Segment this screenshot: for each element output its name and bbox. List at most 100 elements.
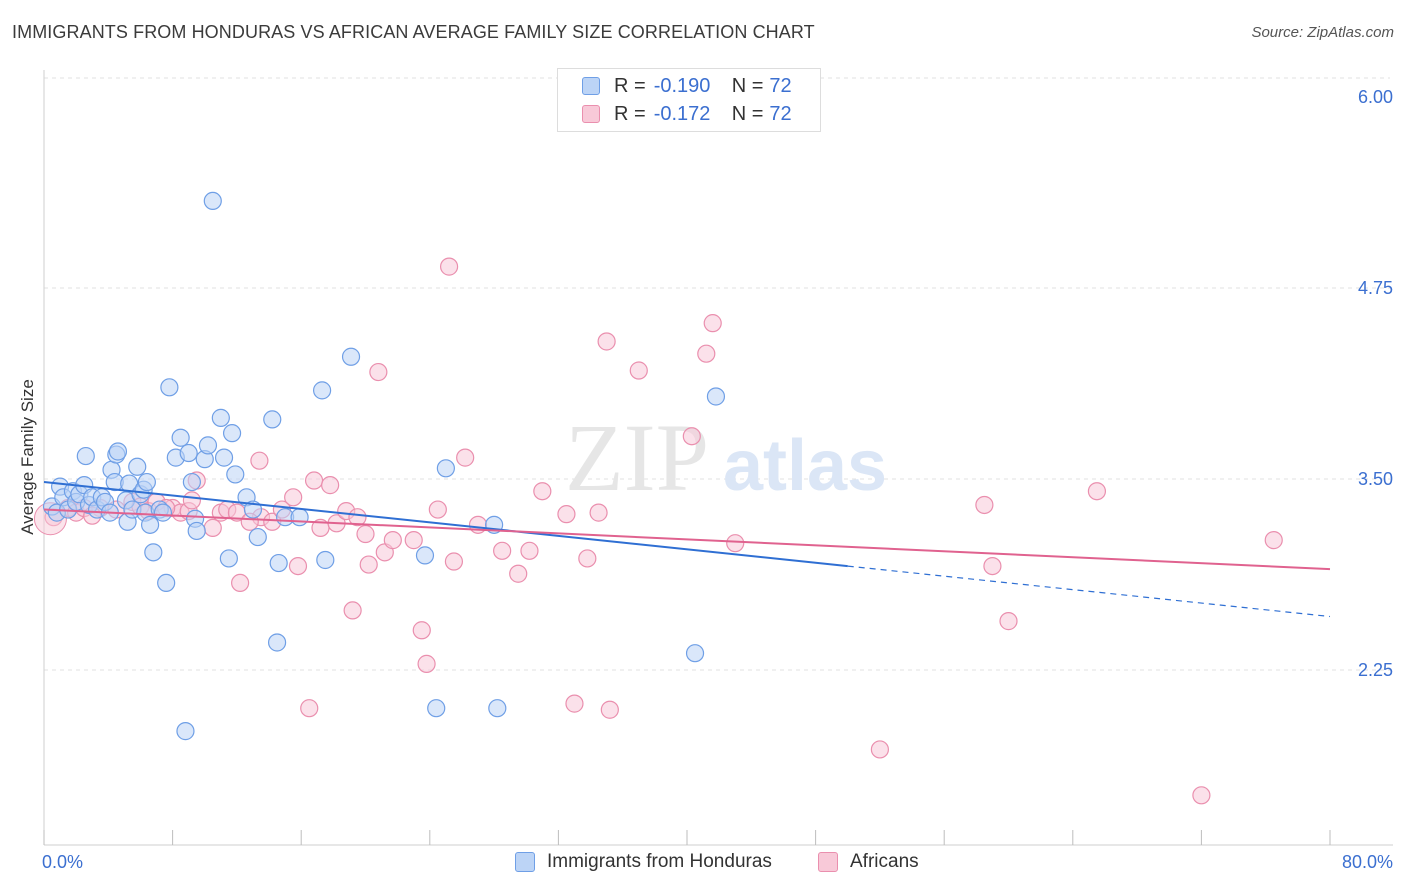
- africans-point: [343, 601, 362, 620]
- africans-point: [203, 518, 222, 537]
- africans-point: [870, 740, 890, 759]
- honduras-point: [203, 191, 222, 211]
- legend-row-africans: R = -0.172 N = 72: [582, 100, 792, 128]
- x-tick-max: 80.0%: [1341, 852, 1393, 872]
- africans-point: [412, 621, 431, 640]
- y-tick-label: 4.75: [1358, 278, 1393, 298]
- honduras-point: [312, 381, 332, 400]
- africans-point: [520, 541, 539, 560]
- africans-point: [509, 564, 528, 583]
- legend-label-honduras: Immigrants from Honduras: [547, 851, 772, 872]
- africans-point: [383, 531, 402, 550]
- africans-point: [1192, 786, 1211, 805]
- africans-point: [231, 573, 250, 593]
- honduras-point: [137, 472, 156, 492]
- honduras-point: [140, 515, 160, 534]
- africans-point: [369, 362, 388, 382]
- africans-point: [557, 505, 576, 524]
- africans-point: [703, 314, 722, 333]
- honduras-point: [171, 428, 190, 447]
- africans-point: [682, 427, 701, 446]
- honduras-trend-line: [43, 481, 848, 568]
- n-value: 72: [769, 74, 792, 97]
- honduras-point: [176, 722, 195, 741]
- africans-trend-line: [43, 508, 1331, 571]
- correlation-legend: R = -0.190 N = 72 R = -0.172 N = 72: [557, 68, 821, 132]
- africans-point: [250, 451, 269, 470]
- honduras-point: [153, 503, 173, 522]
- africans-point: [629, 361, 648, 380]
- honduras-point: [182, 472, 201, 492]
- y-tick-labels: 2.25 3.50 4.75 6.00: [1358, 87, 1393, 680]
- axes: [43, 70, 1393, 846]
- africans-point: [404, 531, 423, 550]
- honduras-point: [128, 457, 147, 476]
- africans-point: [697, 344, 716, 363]
- watermark-zip: ZIP: [565, 404, 709, 511]
- africans-points: [33, 257, 1283, 805]
- africans-point: [1264, 531, 1283, 550]
- trend-lines: [43, 481, 1331, 618]
- n-label: N =: [731, 102, 764, 125]
- honduras-point: [415, 546, 435, 565]
- honduras-point: [219, 549, 238, 568]
- honduras-point: [198, 436, 218, 455]
- africans-point: [1087, 482, 1107, 501]
- africans-point: [321, 476, 340, 495]
- africans-point: [300, 699, 319, 718]
- honduras-point: [488, 699, 507, 718]
- africans-point: [182, 491, 201, 510]
- honduras-point: [226, 465, 245, 484]
- africans-point: [356, 524, 375, 544]
- honduras-point: [685, 644, 705, 663]
- honduras-point: [248, 527, 267, 547]
- legend-swatch-blue: [515, 852, 535, 872]
- chart-title: IMMIGRANTS FROM HONDURAS VS AFRICAN AVER…: [12, 22, 815, 42]
- legend-swatch-pink: [818, 852, 838, 872]
- source-label: Source: ZipAtlas.com: [1251, 24, 1394, 41]
- honduras-point: [341, 347, 361, 366]
- africans-point: [417, 654, 436, 673]
- honduras-point: [214, 448, 234, 467]
- honduras-points: [42, 191, 726, 741]
- legend-swatch-blue: [582, 77, 600, 95]
- legend-item-honduras[interactable]: Immigrants from Honduras: [515, 851, 772, 873]
- africans-point: [493, 541, 512, 560]
- africans-point: [578, 549, 597, 568]
- africans-point: [983, 556, 1002, 576]
- watermark: ZIP atlas: [565, 404, 887, 511]
- legend-item-africans[interactable]: Africans: [818, 851, 919, 873]
- honduras-trend-extension: [847, 565, 1331, 618]
- africans-point: [999, 612, 1018, 631]
- r-label: R =: [614, 74, 646, 97]
- y-tick-label: 6.00: [1358, 87, 1393, 107]
- n-label: N =: [731, 74, 764, 97]
- africans-point: [565, 694, 584, 713]
- honduras-point: [187, 521, 206, 541]
- honduras-point: [267, 633, 287, 652]
- africans-point: [533, 482, 552, 501]
- africans-point: [428, 500, 447, 519]
- africans-point: [726, 534, 745, 553]
- honduras-point: [76, 446, 95, 466]
- honduras-point: [316, 550, 335, 570]
- africans-point: [284, 488, 303, 507]
- honduras-point: [211, 408, 230, 427]
- honduras-point: [427, 699, 446, 718]
- legend-swatch-pink: [582, 105, 600, 123]
- y-tick-label: 2.25: [1358, 660, 1393, 680]
- honduras-point: [222, 424, 242, 443]
- honduras-point: [179, 443, 198, 463]
- legend-row-honduras: R = -0.190 N = 72: [582, 72, 792, 100]
- r-value: -0.190: [653, 74, 711, 97]
- honduras-point: [144, 543, 163, 562]
- honduras-point: [436, 459, 455, 478]
- legend-label-africans: Africans: [850, 851, 919, 872]
- africans-point: [348, 508, 367, 527]
- honduras-point: [160, 378, 179, 397]
- africans-point: [304, 471, 324, 490]
- africans-point: [456, 448, 475, 467]
- africans-point: [359, 555, 378, 574]
- watermark-atlas: atlas: [723, 426, 887, 506]
